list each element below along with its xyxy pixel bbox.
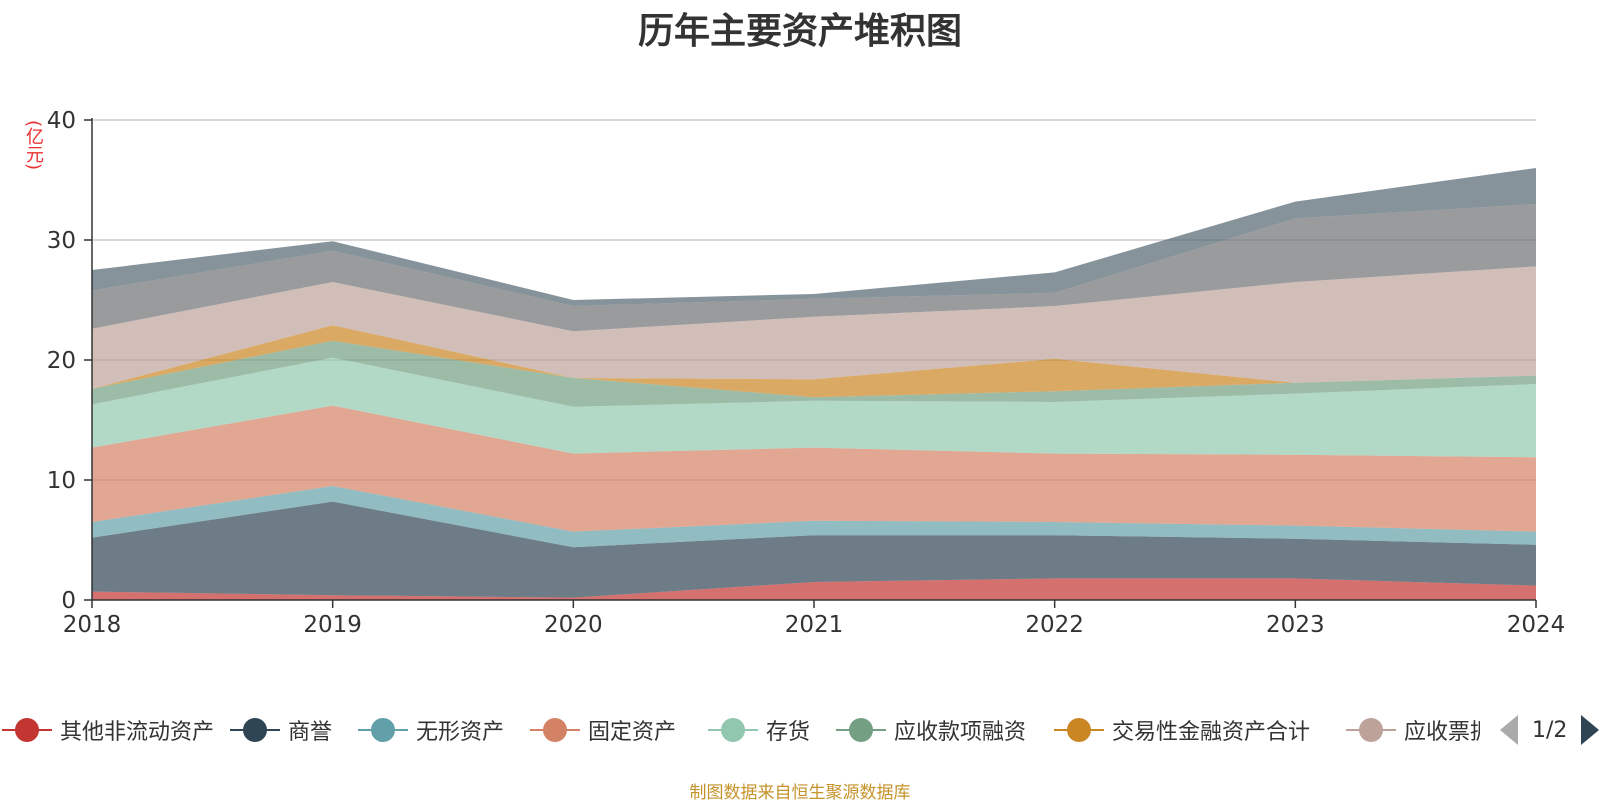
x-tick-label: 2023	[1266, 612, 1325, 638]
y-tick-label: 10	[47, 468, 76, 494]
legend-label: 无形资产	[416, 720, 505, 745]
area-series-8	[92, 204, 1536, 332]
legend-item[interactable]: 交易性金融资产合计	[1054, 712, 1310, 748]
x-tick-label: 2022	[1025, 612, 1084, 638]
area-series-5	[92, 340, 1536, 407]
legend-item[interactable]: 商誉	[230, 712, 332, 748]
legend-item[interactable]: 固定资产	[530, 712, 676, 748]
legend-marker-icon	[358, 712, 408, 748]
y-tick-label: 30	[47, 228, 76, 254]
legend-label: 固定资产	[588, 720, 677, 745]
legend-next-icon[interactable]	[1581, 715, 1600, 745]
legend-page-indicator: 1/2	[1532, 717, 1568, 743]
legend: 其他非流动资产 商誉 无形资产 固定资产 存货 应收款项融资 交易性金融资产合计 应收票据	[0, 712, 1480, 748]
legend-label: 应收票据	[1404, 720, 1480, 745]
legend-marker-icon	[836, 712, 886, 748]
x-tick-label: 2020	[544, 612, 603, 638]
x-tick-label: 2019	[303, 612, 362, 638]
legend-marker-icon	[708, 712, 758, 748]
y-tick-label: 0	[61, 588, 76, 614]
y-axis-unit: (亿元)	[23, 120, 44, 171]
legend-item[interactable]: 应收款项融资	[836, 712, 1026, 748]
legend-marker-icon	[1346, 712, 1396, 748]
legend-label: 交易性金融资产合计	[1112, 720, 1311, 745]
x-tick-label: 2018	[63, 612, 122, 638]
legend-label: 其他非流动资产	[60, 720, 215, 745]
y-tick-label: 20	[47, 348, 76, 374]
legend-item[interactable]: 存货	[708, 712, 810, 748]
area-series-7	[92, 266, 1536, 389]
area-series-9	[92, 168, 1536, 306]
data-source-note: 制图数据来自恒生聚源数据库	[689, 783, 911, 803]
legend-marker-icon	[2, 712, 52, 748]
legend-marker-icon	[230, 712, 280, 748]
legend-item[interactable]: 无形资产	[358, 712, 504, 748]
area-series-2	[92, 486, 1536, 548]
legend-label: 应收款项融资	[894, 720, 1027, 745]
legend-marker-icon	[530, 712, 580, 748]
legend-prev-icon[interactable]	[1500, 715, 1518, 745]
legend-item[interactable]: 其他非流动资产	[2, 712, 214, 748]
area-series-0	[92, 578, 1536, 600]
legend-marker-icon	[1054, 712, 1104, 748]
legend-pager: 1/2	[1500, 712, 1600, 748]
legend-label: 存货	[766, 720, 811, 745]
legend-label: 商誉	[288, 720, 333, 745]
x-tick-label: 2021	[785, 612, 844, 638]
area-series-1	[92, 501, 1536, 598]
area-series-4	[92, 357, 1536, 458]
y-tick-label: 40	[47, 108, 76, 134]
x-tick-label: 2024	[1507, 612, 1566, 638]
chart-title: 历年主要资产堆积图	[637, 11, 962, 52]
area-series-3	[92, 405, 1536, 532]
area-series-6	[92, 325, 1536, 398]
legend-item[interactable]: 应收票据	[1346, 712, 1480, 748]
